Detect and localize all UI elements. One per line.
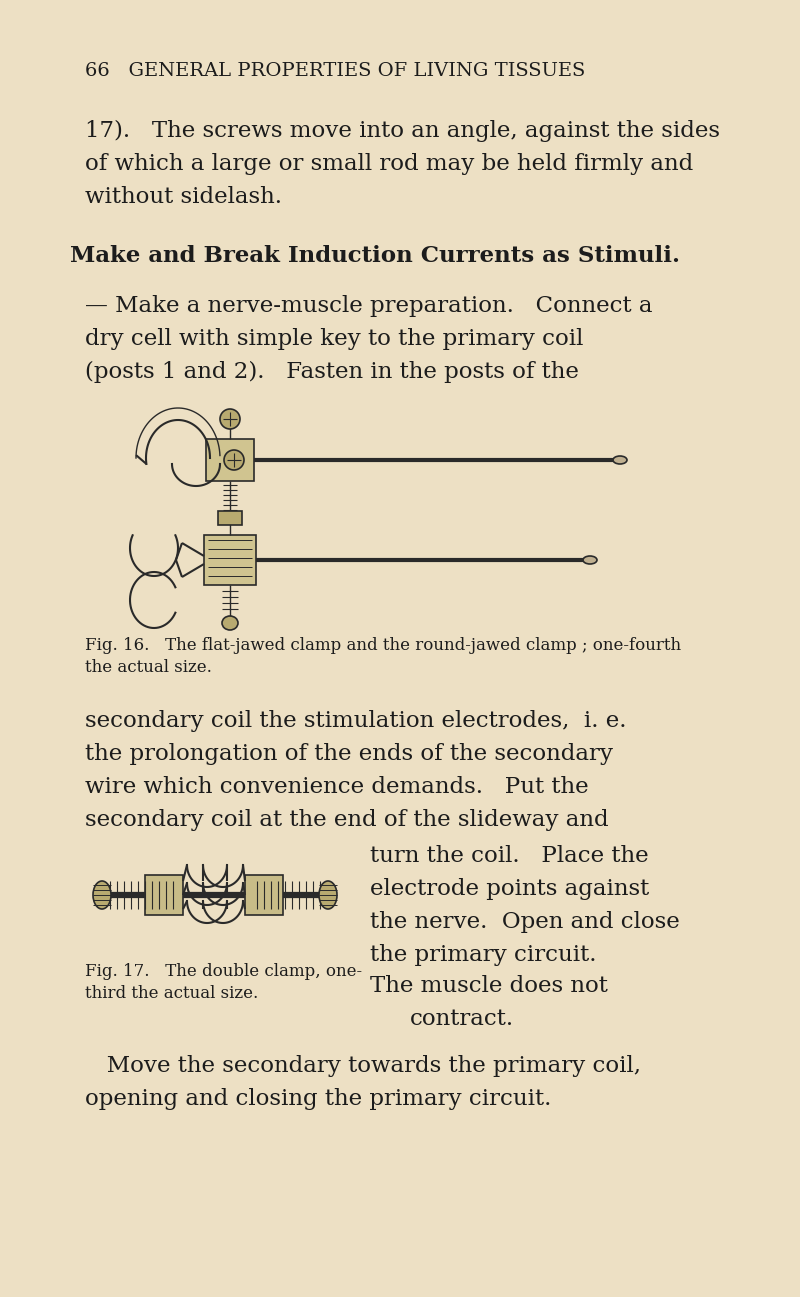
Text: — Make a nerve-muscle preparation.   Connect a: — Make a nerve-muscle preparation. Conne…: [85, 294, 653, 316]
Text: secondary coil at the end of the slideway and: secondary coil at the end of the slidewa…: [85, 809, 609, 831]
Text: opening and closing the primary circuit.: opening and closing the primary circuit.: [85, 1088, 551, 1110]
Text: contract.: contract.: [410, 1008, 514, 1030]
Bar: [206, 438, 254, 481]
Text: the actual size.: the actual size.: [85, 659, 212, 676]
Ellipse shape: [319, 881, 337, 909]
Text: the nerve.  Open and close: the nerve. Open and close: [370, 910, 680, 933]
Text: the primary circuit.: the primary circuit.: [370, 944, 597, 966]
Text: wire which convenience demands.   Put the: wire which convenience demands. Put the: [85, 776, 589, 798]
Text: 66   GENERAL PROPERTIES OF LIVING TISSUES: 66 GENERAL PROPERTIES OF LIVING TISSUES: [85, 62, 586, 80]
Text: Move the secondary towards the primary coil,: Move the secondary towards the primary c…: [85, 1054, 641, 1077]
Text: The muscle does not: The muscle does not: [370, 975, 608, 997]
Text: electrode points against: electrode points against: [370, 878, 650, 900]
Text: secondary coil the stimulation electrodes,  i. e.: secondary coil the stimulation electrode…: [85, 709, 626, 732]
Text: dry cell with simple key to the primary coil: dry cell with simple key to the primary …: [85, 328, 583, 350]
Ellipse shape: [583, 556, 597, 564]
Text: turn the coil.   Place the: turn the coil. Place the: [370, 846, 649, 866]
Bar: [218, 511, 242, 525]
Text: (posts 1 and 2).   Fasten in the posts of the: (posts 1 and 2). Fasten in the posts of …: [85, 361, 579, 383]
Bar: [245, 875, 283, 914]
Bar: [145, 875, 183, 914]
Text: the prolongation of the ends of the secondary: the prolongation of the ends of the seco…: [85, 743, 613, 765]
Text: Fig. 16.   The flat-jawed clamp and the round-jawed clamp ; one-fourth: Fig. 16. The flat-jawed clamp and the ro…: [85, 637, 681, 654]
Ellipse shape: [93, 881, 111, 909]
Text: of which a large or small rod may be held firmly and: of which a large or small rod may be hel…: [85, 153, 694, 175]
Text: 17).   The screws move into an angle, against the sides: 17). The screws move into an angle, agai…: [85, 121, 720, 143]
Text: Make and Break Induction Currents as Stimuli.: Make and Break Induction Currents as Sti…: [70, 245, 680, 267]
Text: Fig. 17.   The double clamp, one-: Fig. 17. The double clamp, one-: [85, 962, 362, 981]
Text: third the actual size.: third the actual size.: [85, 984, 258, 1003]
Ellipse shape: [222, 616, 238, 630]
Text: without sidelash.: without sidelash.: [85, 185, 282, 208]
Bar: [204, 534, 256, 585]
Circle shape: [220, 409, 240, 429]
Circle shape: [224, 450, 244, 470]
Ellipse shape: [613, 457, 627, 464]
